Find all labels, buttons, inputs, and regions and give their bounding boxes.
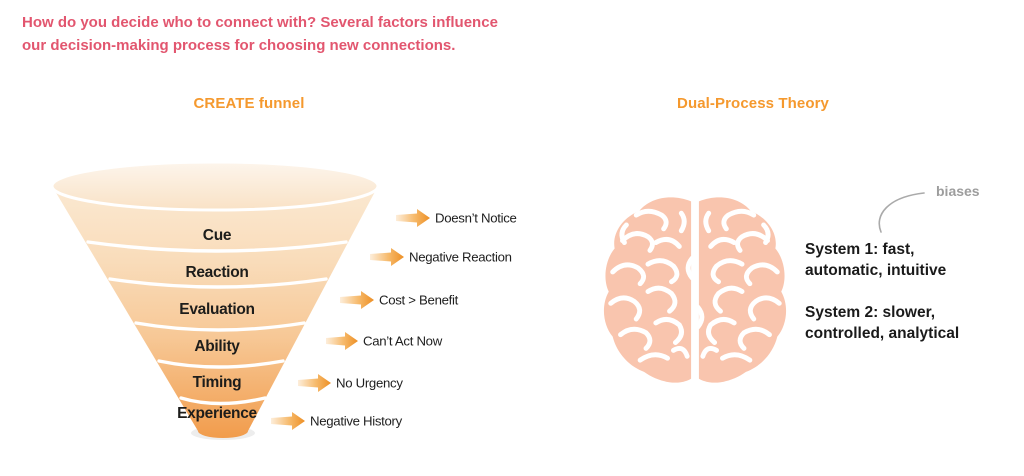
stage-label-cue: Cue xyxy=(203,227,232,244)
system1-description: System 1: fast, automatic, intuitive xyxy=(805,239,1015,281)
outcome-arrow-icon xyxy=(271,412,305,430)
outcome-label-cost-benefit: Cost > Benefit xyxy=(379,293,459,308)
funnel-separator-2 xyxy=(108,277,328,289)
biases-label: biases xyxy=(936,183,980,199)
outcome-arrow-icon xyxy=(326,332,358,350)
system2-line-2: controlled, analytical xyxy=(805,325,960,342)
funnel-mouth xyxy=(50,160,380,212)
system1-line-1: System 1: fast, xyxy=(805,241,915,258)
outcome-arrow-icon xyxy=(370,248,404,266)
outcome-arrow-icon xyxy=(396,209,430,227)
biases-connector-line xyxy=(878,192,925,233)
header-line-1: How do you decide who to connect with? S… xyxy=(22,14,498,31)
outcome-label-cant-act-now: Can’t Act Now xyxy=(363,334,443,349)
outcome-label-negative-reaction: Negative Reaction xyxy=(409,250,512,265)
brain-gyri-grooves xyxy=(608,208,782,363)
outcome-label-no-urgency: No Urgency xyxy=(336,376,403,391)
page-title: How do you decide who to connect with? S… xyxy=(22,11,542,57)
dual-process-section-title: Dual-Process Theory xyxy=(677,95,829,112)
stage-label-ability: Ability xyxy=(194,338,240,355)
system1-line-2: automatic, intuitive xyxy=(805,262,947,279)
system2-description: System 2: slower, controlled, analytical xyxy=(805,302,1015,344)
outcome-label-doesnt-notice: Doesn’t Notice xyxy=(435,211,517,226)
stage-label-timing: Timing xyxy=(193,374,242,391)
funnel-separator-5 xyxy=(179,396,267,406)
outcome-arrow-icon xyxy=(298,374,331,392)
outcome-label-negative-history: Negative History xyxy=(310,414,403,429)
system2-line-1: System 2: slower, xyxy=(805,304,936,321)
funnel-separator-1 xyxy=(86,240,348,253)
funnel-separator-3 xyxy=(134,321,306,332)
create-funnel-diagram: Cue Reaction Evaluation Ability Timing E… xyxy=(50,160,517,440)
funnel-section-title: CREATE funnel xyxy=(193,95,305,112)
stage-label-experience: Experience xyxy=(177,405,257,422)
outcome-arrow-icon xyxy=(340,291,374,309)
stage-label-evaluation: Evaluation xyxy=(179,301,254,318)
stage-label-reaction: Reaction xyxy=(185,264,248,281)
header-line-2: our decision-making process for choosing… xyxy=(22,37,456,54)
funnel-separator-4 xyxy=(157,359,285,369)
brain-icon xyxy=(603,197,787,383)
